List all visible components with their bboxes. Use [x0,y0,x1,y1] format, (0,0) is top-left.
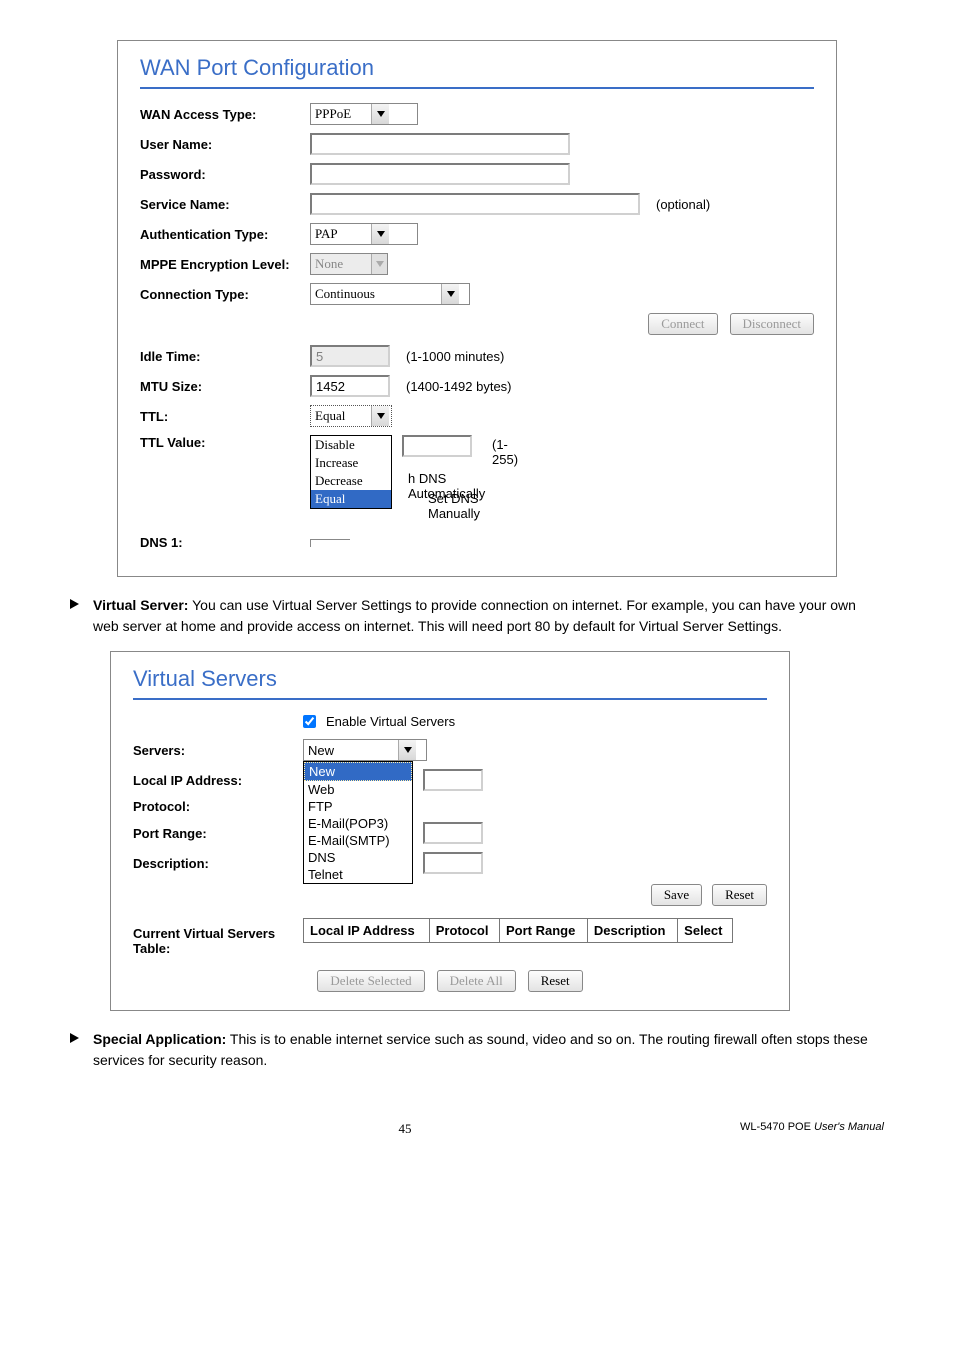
mtu-input[interactable] [310,375,390,397]
dns1-input-partial [310,539,350,547]
ttl-value-label: TTL Value: [140,435,310,450]
vs-title: Virtual Servers [133,666,767,700]
port-range-label: Port Range: [133,826,303,841]
local-ip-input[interactable] [423,769,483,791]
ttl-option[interactable]: Decrease [311,472,391,490]
protocol-label: Protocol: [133,799,303,814]
servers-option-selected[interactable]: New [304,762,412,781]
servers-label: Servers: [133,743,303,758]
conn-type-label: Connection Type: [140,287,310,302]
ttl-value-input[interactable] [402,435,472,457]
col-port-range: Port Range [499,919,587,943]
ttl-value-hint: (1-255) [492,437,518,467]
servers-options-list[interactable]: New Web FTP E-Mail(POP3) E-Mail(SMTP) DN… [303,761,413,884]
local-ip-label: Local IP Address: [133,773,303,788]
servers-option[interactable]: Telnet [304,866,412,883]
virtual-servers-panel: Virtual Servers Enable Virtual Servers S… [110,651,790,1011]
description-label: Description: [133,856,303,871]
enable-vs-label: Enable Virtual Servers [326,714,455,729]
dropdown-arrow-icon [441,284,459,304]
servers-select[interactable]: New [303,739,427,761]
dropdown-arrow-icon [371,104,389,124]
ttl-option-selected[interactable]: Equal [311,490,391,508]
ttl-option[interactable]: Disable [311,436,391,454]
dropdown-arrow-icon [398,740,416,760]
ttl-label: TTL: [140,409,310,424]
user-name-label: User Name: [140,137,310,152]
ttl-options-list[interactable]: Disable Increase Decrease Equal [310,435,392,509]
auth-type-select[interactable]: PAP [310,223,418,245]
wan-access-type-label: WAN Access Type: [140,107,310,122]
auth-type-label: Authentication Type: [140,227,310,242]
password-label: Password: [140,167,310,182]
dns1-label: DNS 1: [140,535,310,550]
bullet-icon [70,1033,79,1043]
servers-option[interactable]: E-Mail(SMTP) [304,832,412,849]
idle-time-input [310,345,390,367]
vs-table-label: Current Virtual Servers Table: [133,918,303,956]
col-local-ip: Local IP Address [304,919,430,943]
password-input[interactable] [310,163,570,185]
vs-table: Local IP Address Protocol Port Range Des… [303,918,733,943]
reset-button-2[interactable]: Reset [528,970,583,992]
ttl-option[interactable]: Increase [311,454,391,472]
servers-option[interactable]: FTP [304,798,412,815]
footer-product: WL-5470 POE User's Manual [740,1121,884,1137]
disconnect-button[interactable]: Disconnect [730,313,814,335]
bullet-title: Special Application: [93,1031,226,1047]
dropdown-arrow-icon [371,406,389,426]
wan-config-panel: WAN Port Configuration WAN Access Type: … [117,40,837,577]
enable-vs-checkbox[interactable] [303,715,316,728]
mppe-select: None [310,253,388,275]
idle-time-label: Idle Time: [140,349,310,364]
dns-manual-text: Set DNS Manually [428,491,480,521]
mppe-label: MPPE Encryption Level: [140,257,310,272]
wan-title: WAN Port Configuration [140,55,814,89]
dropdown-arrow-icon [371,254,387,274]
port-range-input[interactable] [423,822,483,844]
col-description: Description [587,919,677,943]
wan-access-type-select[interactable]: PPPoE [310,103,418,125]
delete-selected-button[interactable]: Delete Selected [317,970,424,992]
reset-button[interactable]: Reset [712,884,767,906]
conn-type-select[interactable]: Continuous [310,283,470,305]
bullet-title: Virtual Server: [93,597,188,613]
idle-time-hint: (1-1000 minutes) [406,349,504,364]
page-number: 45 [399,1121,412,1137]
mtu-label: MTU Size: [140,379,310,394]
delete-all-button[interactable]: Delete All [437,970,516,992]
bullet-text: You can use Virtual Server Settings to p… [93,597,856,634]
mtu-hint: (1400-1492 bytes) [406,379,512,394]
description-input[interactable] [423,852,483,874]
servers-option[interactable]: Web [304,781,412,798]
bullet-special-app: Special Application: This is to enable i… [70,1029,884,1071]
save-button[interactable]: Save [651,884,702,906]
service-name-input[interactable] [310,193,640,215]
col-select: Select [678,919,733,943]
servers-option[interactable]: E-Mail(POP3) [304,815,412,832]
service-name-hint: (optional) [656,197,710,212]
bullet-virtual-server: Virtual Server: You can use Virtual Serv… [70,595,884,637]
service-name-label: Service Name: [140,197,310,212]
ttl-select[interactable]: Equal [310,405,392,427]
bullet-icon [70,599,79,609]
page-footer: 45 WL-5470 POE User's Manual [60,1121,894,1137]
col-protocol: Protocol [429,919,499,943]
connect-button[interactable]: Connect [648,313,717,335]
user-name-input[interactable] [310,133,570,155]
servers-option[interactable]: DNS [304,849,412,866]
dropdown-arrow-icon [371,224,389,244]
